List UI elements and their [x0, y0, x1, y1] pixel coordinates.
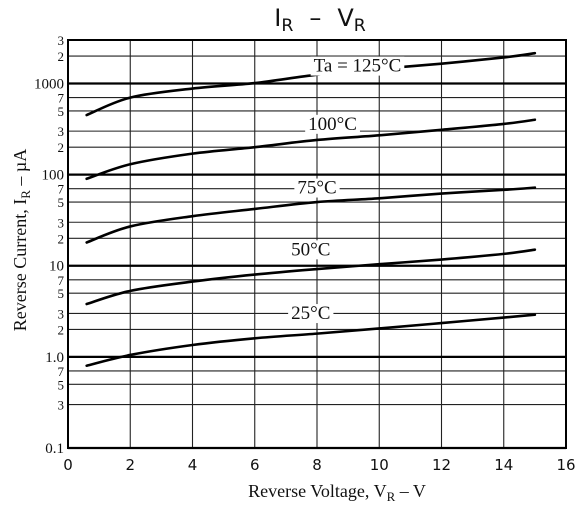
x-tick-label: 12: [432, 456, 451, 474]
series-label-2: 75°C: [297, 178, 336, 199]
y-minor-tick-label: 3: [58, 33, 65, 48]
series-label-bg: [310, 56, 405, 76]
series-label-bg: [294, 178, 340, 198]
x-tick-label: 14: [494, 456, 513, 474]
y-minor-tick-label: 3: [58, 215, 65, 230]
y-minor-tick-label: 5: [58, 286, 65, 301]
series-line-4: [85, 313, 537, 367]
y-minor-tick-label: 2: [58, 49, 65, 64]
x-tick-label: 10: [370, 456, 389, 474]
x-tick-label: 4: [188, 456, 198, 474]
series-line-1: [85, 118, 537, 181]
y-minor-tick-label: 3: [58, 398, 65, 413]
x-tick-label: 0: [63, 456, 73, 474]
y-minor-tick-label: 5: [58, 195, 65, 210]
y-minor-tick-label: 3: [58, 124, 65, 139]
y-minor-tick-label: 2: [58, 231, 65, 246]
y-minor-tick-label: 7: [58, 364, 65, 379]
series-label-bg: [288, 240, 334, 260]
x-tick-label: 16: [556, 456, 575, 474]
series-line-2: [85, 186, 537, 244]
x-tick-labels: 0 2 4 6 8 10 12 14 16: [63, 456, 575, 474]
series-line-3: [85, 248, 537, 306]
y-minor-tick-label: 3: [58, 306, 65, 321]
y-minor-tick-label: 7: [58, 182, 65, 197]
x-axis-title: Reverse Voltage, VR – V: [248, 481, 426, 504]
y-minor-tick-label: 5: [58, 377, 65, 392]
title-second: V: [337, 4, 354, 32]
ylabel-sub: R: [18, 190, 33, 199]
y-major-tick-label: 0.1: [45, 441, 64, 457]
y-major-tick-label: 100: [42, 168, 65, 184]
chart-title: IR – VR: [274, 4, 366, 36]
xlabel-suffix: – V: [395, 481, 426, 501]
x-tick-label: 2: [125, 456, 135, 474]
title-second-sub: R: [354, 16, 366, 36]
y-minor-tick-label: 5: [58, 104, 65, 119]
series-label-3: 50°C: [291, 239, 330, 260]
y-minor-tick-label: 7: [58, 273, 65, 288]
title-main-sub: R: [281, 16, 293, 36]
series-label-bg: [288, 304, 334, 324]
series-label-bg: [305, 114, 360, 134]
ylabel-suffix: – µA: [10, 149, 30, 190]
y-minor-tick-label: 2: [58, 140, 65, 155]
x-tick-label: 6: [250, 456, 260, 474]
plot-border: [67, 39, 567, 449]
y-major-tick-label: 1.0: [45, 350, 64, 366]
series-label-1: 100°C: [308, 114, 357, 135]
xlabel-prefix: Reverse Voltage, V: [248, 481, 386, 501]
y-major-tick-label: 1000: [34, 76, 64, 92]
y-axis-title: Reverse Current, IR – µA: [10, 149, 33, 331]
ylabel-prefix: Reverse Current, I: [10, 199, 30, 331]
xlabel-sub: R: [387, 489, 396, 504]
y-minor-tick-label: 7: [58, 91, 65, 106]
y-major-tick-label: 10: [49, 259, 64, 275]
title-separator: –: [309, 4, 321, 32]
series-label-4: 25°C: [291, 303, 330, 324]
y-minor-tick-label: 2: [58, 322, 65, 337]
x-tick-label: 8: [312, 456, 322, 474]
curve-labels: Ta = 125°C 100°C 75°C 50°C 25°C: [288, 56, 405, 324]
title-main: I: [274, 4, 281, 32]
plot-frame: [67, 39, 567, 449]
series-label-0: Ta = 125°C: [314, 56, 402, 77]
